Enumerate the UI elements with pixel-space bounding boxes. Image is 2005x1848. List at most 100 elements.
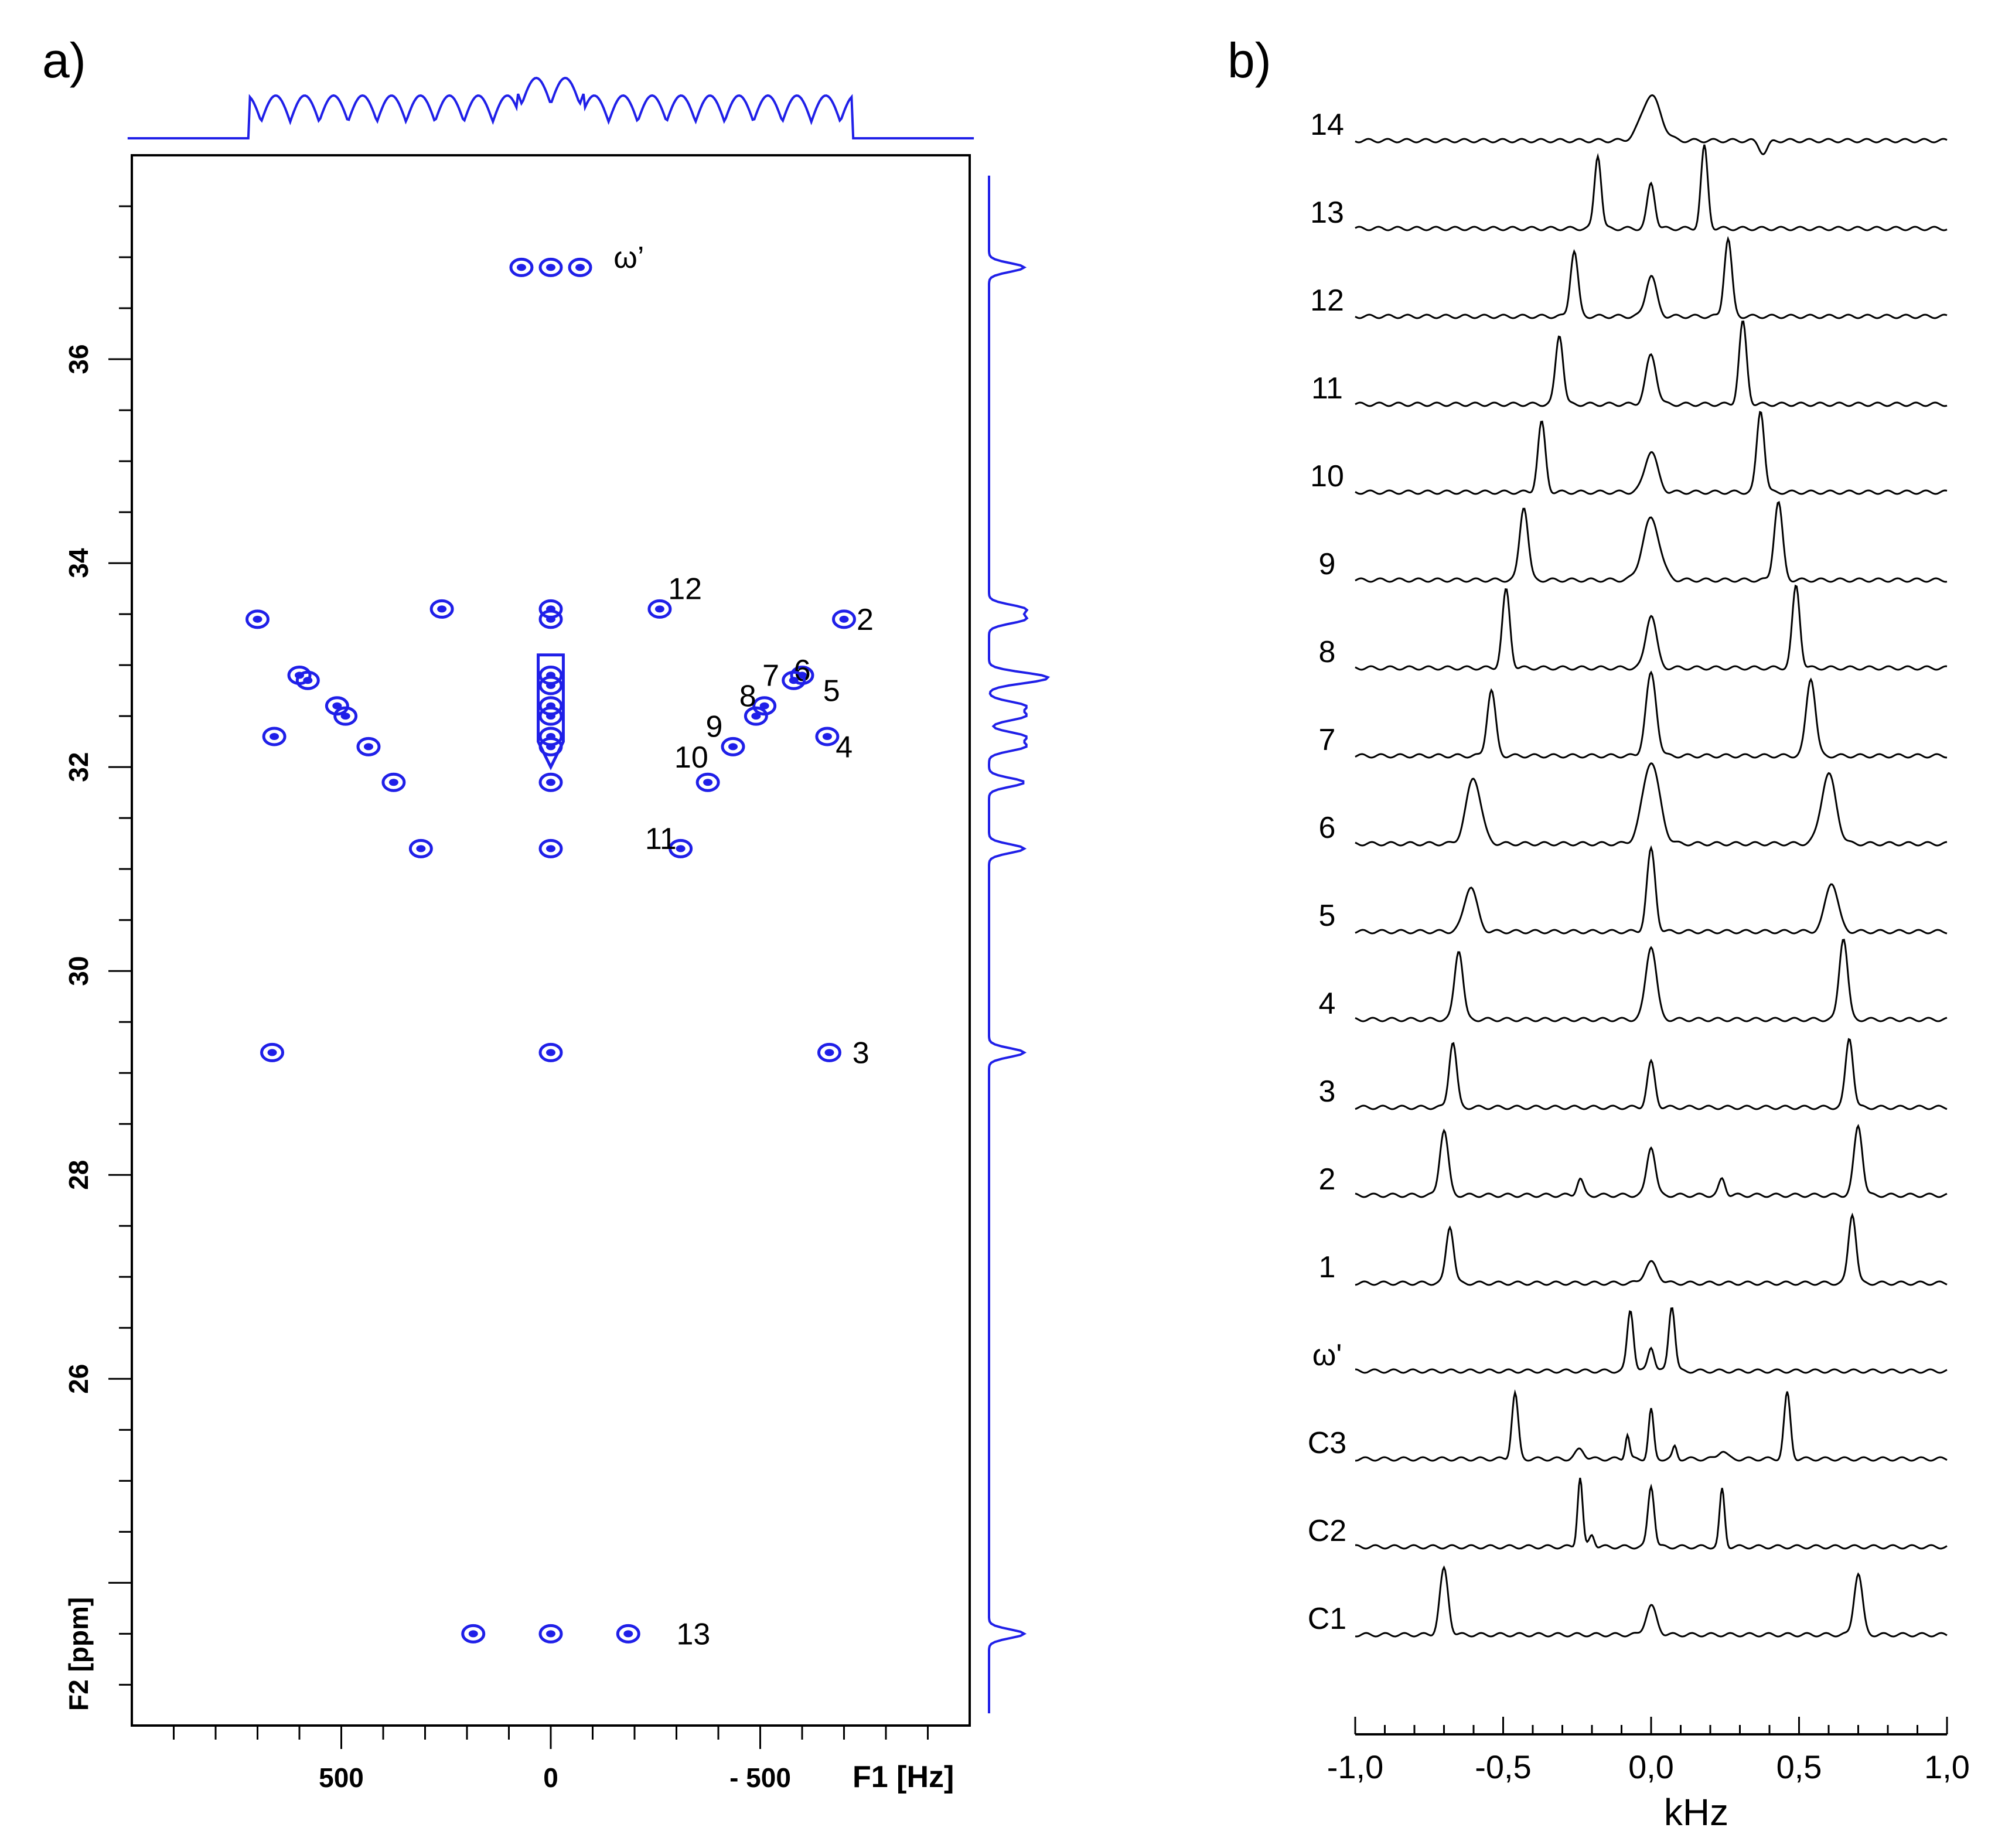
x-tick-label: - 500 [729,1762,791,1793]
x-tick-label: 0 [543,1762,558,1793]
cross-peak-core [546,681,555,689]
cross-peak [669,838,693,858]
spectrum-trace [1355,236,1948,319]
cross-peak [752,696,777,716]
cross-peak [538,838,563,858]
spectrum-trace [1355,1477,1948,1550]
spectrum-trace [1355,94,1948,155]
cross-peak [356,737,381,756]
cross-peak-core [253,615,262,623]
x-axis-label: F1 [Hz] [853,1760,954,1794]
cross-peak-core [751,712,761,720]
cross-peak-core [416,845,426,853]
peak-label: ω’ [613,241,644,275]
y-tick-label: 32 [63,752,94,782]
cross-peak-core [546,845,555,853]
x-axis: 500 0 - 500 [173,1726,929,1793]
cross-peak-core [546,264,555,271]
spectrum-trace [1355,1389,1948,1462]
spectrum-trace [1355,1212,1948,1286]
spectrum-trace [1355,411,1948,495]
center-ridge-contour [537,653,565,770]
cross-peak [333,706,358,726]
cross-peak [568,257,592,277]
f1-projection-line [127,76,974,139]
cross-peak [429,599,454,619]
f2-projection-trace [987,175,1051,1714]
cross-peak-core [546,1049,555,1056]
spectrum-trace [1355,320,1948,407]
spectrum-label: 10 [1310,459,1344,493]
peak-label: 13 [677,1617,711,1651]
spectra-traces: 14 13 12 11 10 9 8 7 6 5 4 3 2 1 ω' C3 C2 C1 [1308,94,1948,1638]
x-tick-label: -0,5 [1475,1748,1532,1785]
y-tick-label: 36 [63,344,94,374]
spectrum-label: 11 [1311,371,1343,405]
cross-peak [695,772,720,792]
cross-peak-core [270,732,279,740]
cross-peak-core [437,605,447,613]
peak-label: 12 [668,572,702,606]
cross-peak-core [546,1630,555,1638]
f1-projection-trace [127,76,974,139]
peak-label: 4 [836,730,853,764]
cross-peak [744,706,768,726]
spectrum-trace [1355,939,1948,1022]
spectrum-trace [1355,1038,1948,1110]
spectrum-label: 7 [1319,723,1336,757]
cross-peak-core [703,779,713,786]
panel-b-label: b) [1227,33,1271,88]
spectrum-label: 3 [1319,1075,1336,1109]
cross-peak-core [332,702,342,710]
peak-label: 7 [762,659,779,693]
peak-label: 9 [706,710,723,744]
cross-peak-core [546,732,555,740]
cross-peak-core [363,743,373,751]
spectrum-trace [1355,1307,1948,1374]
cross-peak-core [388,779,398,786]
cross-peak [832,609,856,629]
spectrum-label: 2 [1319,1162,1336,1196]
spectrum-label: 9 [1319,547,1336,581]
cross-peak-core [267,1049,277,1056]
x-tick-label: 0,0 [1628,1748,1674,1785]
x-axis: -1,0 -0,5 0,0 0,5 1,0 [1327,1717,1970,1785]
cross-peak [538,257,563,277]
cross-peak [295,670,320,690]
cross-peak-core [468,1630,478,1638]
peak-label: 3 [853,1036,869,1070]
spectrum-trace [1355,845,1948,935]
cross-peak [245,609,270,629]
y-tick-label: 26 [63,1364,94,1394]
cross-peak-core [839,615,849,623]
spectrum-trace [1355,1565,1948,1638]
x-axis-label: kHz [1664,1791,1728,1833]
cross-peak [782,670,806,690]
peak-label: 11 [645,822,677,856]
spectrum-label: 12 [1310,284,1344,318]
spectrum-trace [1355,670,1947,759]
y-axis: 36 34 32 30 28 26 [63,205,132,1686]
cross-peak [262,727,287,746]
peak-label: 5 [823,674,840,708]
cross-peak [538,772,563,792]
cross-peak [616,1624,640,1644]
y-tick-label: 28 [63,1160,94,1190]
cross-peak [538,727,563,746]
f2-projection-line [987,175,1051,1714]
cross-peak-core [822,732,832,740]
spectrum-label: C2 [1308,1514,1346,1548]
spectrum-trace [1355,1124,1948,1198]
cross-peak-core [676,845,686,853]
spectrum-label: 5 [1319,899,1336,933]
cross-peak-core [303,677,313,684]
peak-label: 8 [739,679,756,713]
spectrum-label: 13 [1310,196,1344,230]
cross-peak-core [759,702,769,710]
cross-peak-core [516,264,526,271]
spectrum-trace [1355,762,1948,847]
spectrum-label: 4 [1319,987,1336,1021]
peak-label: 2 [857,603,874,637]
cross-peak [815,727,840,746]
